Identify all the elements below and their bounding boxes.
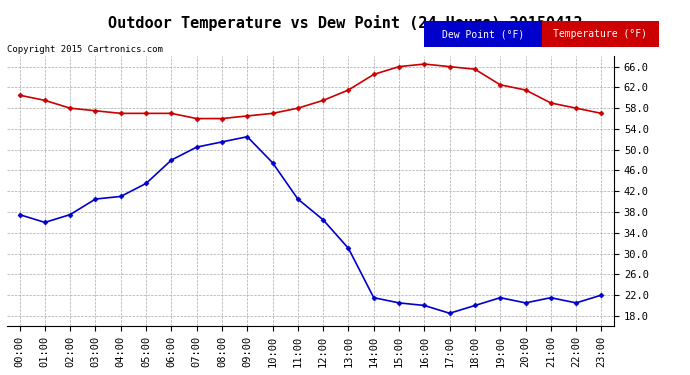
Text: Outdoor Temperature vs Dew Point (24 Hours) 20150413: Outdoor Temperature vs Dew Point (24 Hou… [108, 15, 582, 31]
Text: Copyright 2015 Cartronics.com: Copyright 2015 Cartronics.com [7, 45, 163, 54]
Text: Dew Point (°F): Dew Point (°F) [442, 29, 524, 39]
Text: Temperature (°F): Temperature (°F) [553, 29, 647, 39]
